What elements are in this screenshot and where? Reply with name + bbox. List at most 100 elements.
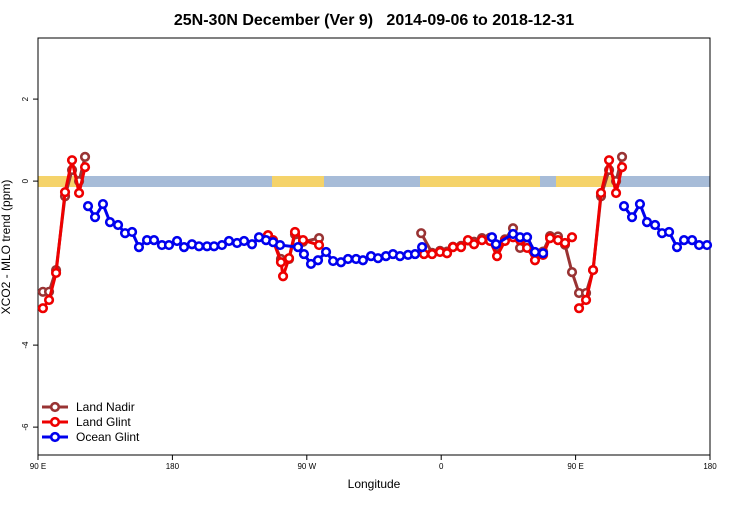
- data-point: [491, 251, 503, 262]
- data-point: [289, 226, 301, 238]
- y-tick-label: -6: [21, 423, 30, 431]
- land-band: [420, 176, 540, 187]
- data-point: [486, 232, 498, 243]
- legend-marker: [49, 401, 61, 413]
- data-point: [357, 255, 369, 266]
- data-point: [283, 253, 295, 264]
- data-point: [603, 155, 615, 166]
- land-band: [38, 176, 82, 187]
- data-point: [126, 226, 138, 238]
- data-point: [223, 235, 235, 247]
- data-point: [447, 242, 459, 253]
- legend-label: Land Nadir: [76, 400, 135, 414]
- data-point: [455, 242, 467, 253]
- data-point: [79, 162, 91, 173]
- data-point: [312, 255, 324, 266]
- land-band: [556, 176, 618, 187]
- data-point: [671, 242, 683, 253]
- data-point: [426, 248, 438, 260]
- chart-title: 25N-30N December (Ver 9) 2014-09-06 to 2…: [174, 12, 574, 29]
- data-point: [580, 294, 592, 306]
- ocean-band: [38, 176, 710, 187]
- data-point: [595, 187, 607, 199]
- data-point: [59, 187, 71, 198]
- data-point: [277, 271, 289, 282]
- data-point: [73, 187, 85, 199]
- data-point: [663, 226, 675, 238]
- data-point: [686, 235, 698, 246]
- x-tick-label: 90 W: [297, 462, 316, 471]
- x-tick-label: 0: [439, 462, 444, 471]
- data-point: [537, 248, 549, 259]
- data-point: [416, 228, 427, 239]
- data-point: [297, 235, 309, 246]
- data-point: [616, 151, 628, 163]
- data-point: [490, 239, 502, 250]
- y-axis-title: XCO2 - MLO trend (ppm): [0, 180, 13, 315]
- data-point: [37, 303, 49, 314]
- data-point: [409, 248, 421, 260]
- data-point: [416, 242, 428, 253]
- data-point: [701, 239, 713, 251]
- data-point: [441, 248, 453, 259]
- legend-label: Ocean Glint: [76, 430, 140, 444]
- data-point: [641, 217, 653, 228]
- legend-marker: [49, 416, 61, 428]
- data-point: [476, 235, 488, 246]
- data-point: [50, 267, 62, 279]
- data-point: [327, 255, 339, 267]
- data-point: [616, 162, 628, 173]
- y-tick-label: 2: [21, 96, 30, 101]
- x-tick-label: 180: [703, 462, 717, 471]
- data-point: [163, 239, 175, 251]
- y-tick-label: -4: [21, 341, 30, 349]
- data-point: [649, 219, 661, 231]
- data-point: [693, 239, 705, 251]
- data-point: [521, 232, 533, 243]
- data-point: [626, 212, 638, 223]
- data-point: [112, 219, 124, 231]
- legend-marker: [49, 431, 61, 443]
- data-point: [559, 237, 571, 249]
- data-point: [79, 151, 91, 163]
- data-point: [394, 251, 406, 262]
- land-band: [272, 176, 324, 187]
- data-point: [193, 241, 205, 252]
- y-tick-label: 0: [21, 178, 30, 183]
- data-point: [82, 201, 94, 212]
- data-point: [43, 294, 55, 306]
- data-point: [320, 246, 332, 258]
- data-point: [566, 267, 578, 278]
- data-point: [97, 198, 109, 210]
- legend-label: Land Glint: [76, 415, 131, 429]
- data-point: [313, 239, 325, 251]
- data-point: [678, 235, 690, 246]
- x-axis-title: Longitude: [348, 477, 401, 491]
- data-point: [178, 242, 190, 253]
- data-point: [66, 155, 78, 166]
- data-point: [148, 235, 160, 246]
- data-point: [468, 239, 480, 250]
- data-point: [573, 303, 585, 314]
- data-point: [274, 239, 286, 251]
- data-point: [171, 235, 183, 247]
- land-ocean-strip: [38, 176, 710, 187]
- data-point: [610, 187, 622, 199]
- data-point: [521, 242, 533, 254]
- data-point: [246, 239, 258, 250]
- data-point: [529, 246, 541, 258]
- data-point: [104, 217, 116, 228]
- x-tick-label: 90 E: [567, 462, 583, 471]
- data-point: [238, 235, 250, 247]
- x-tick-label: 180: [166, 462, 180, 471]
- data-point: [208, 241, 220, 252]
- data-point: [618, 201, 630, 212]
- data-point: [587, 264, 599, 276]
- data-point: [89, 212, 101, 223]
- data-point: [372, 253, 384, 264]
- data-point: [544, 232, 556, 244]
- data-point: [275, 257, 287, 268]
- data-point: [566, 232, 578, 243]
- data-point: [216, 239, 228, 251]
